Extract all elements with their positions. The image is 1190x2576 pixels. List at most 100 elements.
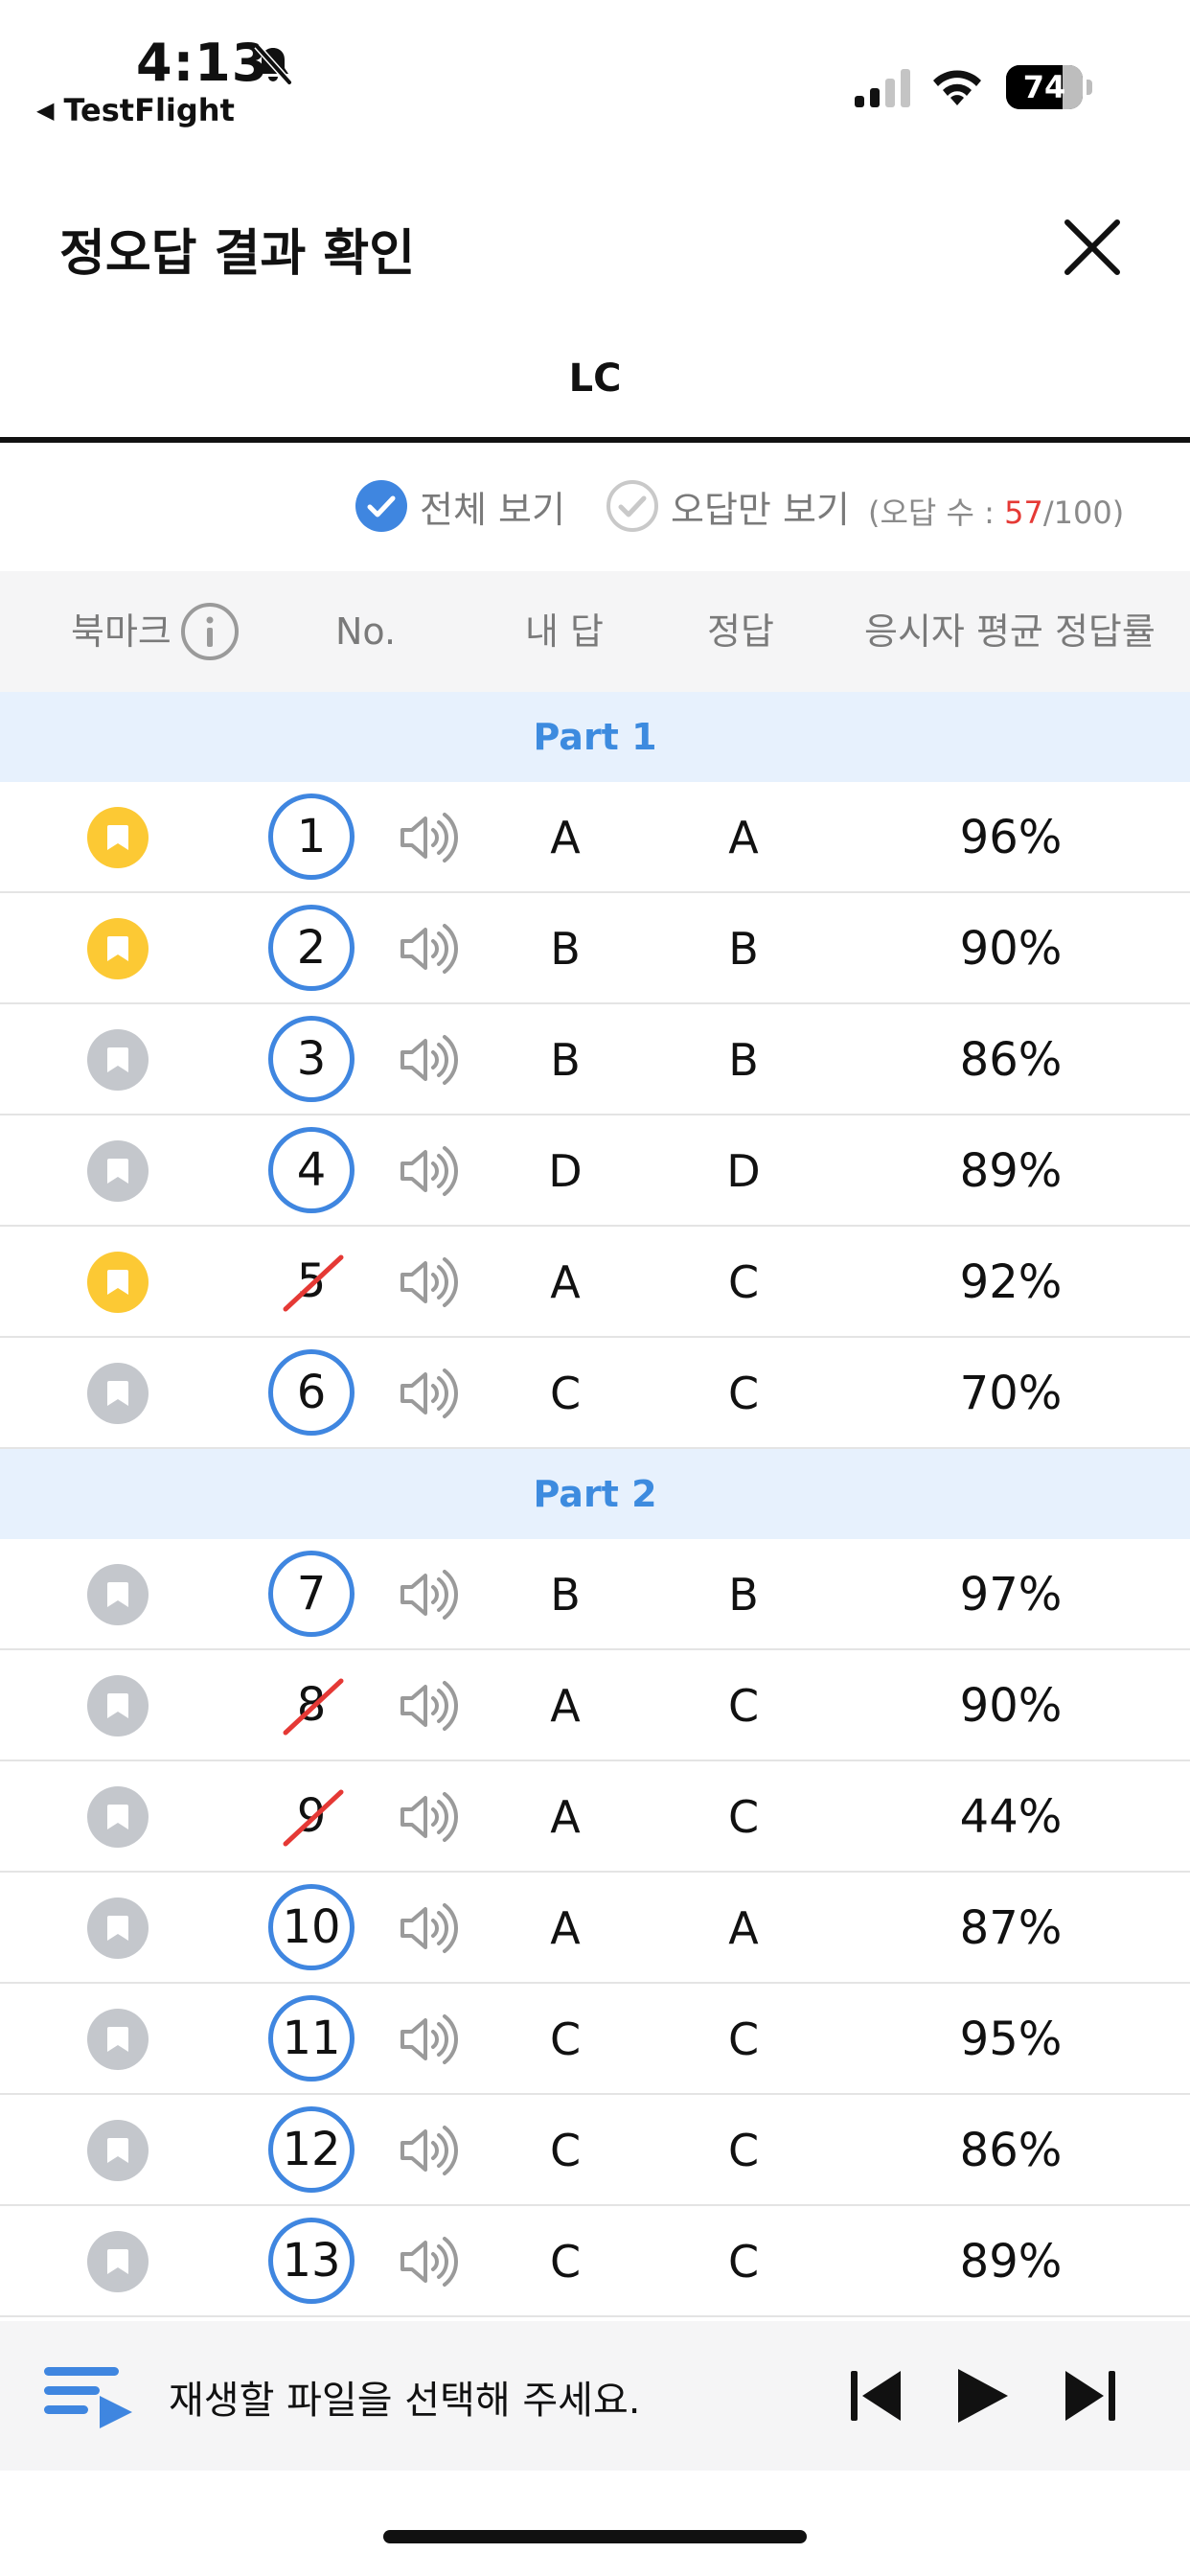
part-header: Part 2 — [0, 1449, 1190, 1539]
question-number-wrong: 8 — [296, 1678, 327, 1732]
speaker-icon[interactable] — [397, 807, 458, 868]
table-row[interactable]: 12 C C 86% — [0, 2095, 1190, 2206]
question-number[interactable]: 3 — [268, 1016, 355, 1102]
skip-previous-icon[interactable] — [849, 2367, 903, 2425]
speaker-icon[interactable] — [397, 2120, 458, 2181]
back-arrow-icon: ◀ — [36, 97, 55, 124]
table-row[interactable]: 1 A A 96% — [0, 782, 1190, 893]
my-answer-cell: B — [550, 1034, 581, 1086]
avg-rate-cell: 90% — [959, 1679, 1063, 1733]
bookmark-icon[interactable] — [87, 2120, 149, 2181]
player-status-text: 재생할 파일을 선택해 주세요. — [169, 2379, 641, 2423]
question-number-wrong: 9 — [296, 1789, 327, 1843]
back-to-app-link[interactable]: ◀ TestFlight — [36, 92, 235, 128]
speaker-icon[interactable] — [397, 2231, 458, 2292]
table-row[interactable]: 6 C C 70% — [0, 1338, 1190, 1449]
home-indicator — [383, 2530, 807, 2543]
tab-lc[interactable]: LC — [568, 356, 622, 401]
avg-rate-cell: 96% — [959, 811, 1063, 864]
column-answer: 정답 — [707, 610, 774, 653]
wrong-count: (오답 수 : 57/100) — [868, 494, 1125, 531]
bookmark-icon[interactable] — [87, 807, 149, 868]
playlist-icon[interactable] — [44, 2365, 134, 2428]
unchecked-circle-icon — [606, 480, 658, 532]
status-bar: 4:13 ◀ TestFlight 74 — [0, 0, 1190, 144]
my-answer-cell: C — [549, 2125, 582, 2176]
bookmark-icon[interactable] — [87, 1029, 149, 1091]
avg-rate-cell: 90% — [959, 922, 1063, 976]
bookmark-icon[interactable] — [87, 1140, 149, 1202]
play-icon[interactable] — [954, 2365, 1010, 2426]
info-icon[interactable] — [179, 601, 240, 662]
speaker-icon[interactable] — [397, 1786, 458, 1848]
speaker-icon[interactable] — [397, 1564, 458, 1625]
bookmark-icon[interactable] — [87, 918, 149, 979]
table-row[interactable]: 11 C C 95% — [0, 1984, 1190, 2095]
table-row[interactable]: 2 B B 90% — [0, 893, 1190, 1004]
table-row[interactable]: 10 A A 87% — [0, 1873, 1190, 1984]
speaker-icon[interactable] — [397, 1140, 458, 1202]
column-bookmark: 북마크 — [71, 571, 240, 692]
question-number[interactable]: 12 — [268, 2106, 355, 2193]
table-row[interactable]: 8 A C 90% — [0, 1650, 1190, 1761]
speaker-icon[interactable] — [397, 918, 458, 979]
speaker-icon[interactable] — [397, 1029, 458, 1091]
speaker-icon[interactable] — [397, 1252, 458, 1313]
avg-rate-cell: 97% — [959, 1568, 1063, 1622]
question-number[interactable]: 7 — [268, 1551, 355, 1637]
filter-wrong-only-toggle[interactable]: 오답만 보기 — [606, 479, 850, 533]
table-row[interactable]: 13 C C 89% — [0, 2206, 1190, 2317]
bookmark-icon[interactable] — [87, 2009, 149, 2070]
bookmark-icon[interactable] — [87, 1675, 149, 1736]
speaker-icon[interactable] — [397, 1898, 458, 1959]
table-row[interactable]: 4 D D 89% — [0, 1116, 1190, 1227]
question-number-correct: 3 — [268, 1016, 355, 1102]
question-number[interactable]: 2 — [268, 905, 355, 991]
audio-player-bar: 재생할 파일을 선택해 주세요. — [0, 2321, 1190, 2471]
my-answer-cell: A — [550, 1256, 581, 1308]
skip-next-icon[interactable] — [1064, 2367, 1117, 2425]
battery-level: 74 — [1022, 69, 1066, 105]
wrong-count-value: 57 — [1004, 494, 1043, 531]
question-number[interactable]: 11 — [268, 1995, 355, 2082]
question-number-correct: 4 — [268, 1127, 355, 1213]
avg-rate-cell: 86% — [959, 1033, 1063, 1087]
question-number-correct: 10 — [268, 1884, 355, 1970]
answer-cell: C — [727, 2125, 760, 2176]
bookmark-icon[interactable] — [87, 1252, 149, 1313]
answer-cell: C — [727, 2013, 760, 2065]
question-number[interactable]: 8 — [268, 1662, 355, 1748]
bookmark-icon[interactable] — [87, 1898, 149, 1959]
question-number[interactable]: 4 — [268, 1127, 355, 1213]
speaker-icon[interactable] — [397, 1363, 458, 1424]
my-answer-cell: B — [550, 1569, 581, 1621]
question-number-correct: 11 — [268, 1995, 355, 2082]
bookmark-icon[interactable] — [87, 1363, 149, 1424]
question-number[interactable]: 13 — [268, 2218, 355, 2304]
filter-all-label: 전체 보기 — [420, 488, 565, 531]
close-icon[interactable] — [1058, 213, 1127, 282]
question-number[interactable]: 10 — [268, 1884, 355, 1970]
battery-indicator: 74 — [1006, 65, 1092, 109]
filter-row: 전체 보기 오답만 보기 (오답 수 : 57/100) — [0, 470, 1190, 542]
filter-all-toggle[interactable]: 전체 보기 — [355, 479, 565, 533]
cellular-signal-icon — [855, 69, 910, 107]
speaker-icon[interactable] — [397, 1675, 458, 1736]
question-number[interactable]: 9 — [268, 1773, 355, 1859]
question-number[interactable]: 1 — [268, 794, 355, 880]
bookmark-icon[interactable] — [87, 1786, 149, 1848]
question-number[interactable]: 6 — [268, 1349, 355, 1436]
bookmark-icon[interactable] — [87, 1564, 149, 1625]
table-row[interactable]: 3 B B 86% — [0, 1004, 1190, 1116]
table-row[interactable]: 9 A C 44% — [0, 1761, 1190, 1873]
answer-cell: B — [728, 1034, 759, 1086]
question-number-correct: 2 — [268, 905, 355, 991]
question-number[interactable]: 5 — [268, 1238, 355, 1324]
avg-rate-cell: 92% — [959, 1255, 1063, 1309]
table-row[interactable]: 5 A C 92% — [0, 1227, 1190, 1338]
bookmark-icon[interactable] — [87, 2231, 149, 2292]
table-row[interactable]: 7 B B 97% — [0, 1539, 1190, 1650]
my-answer-cell: A — [550, 812, 581, 863]
speaker-icon[interactable] — [397, 2009, 458, 2070]
wifi-icon — [933, 70, 981, 105]
